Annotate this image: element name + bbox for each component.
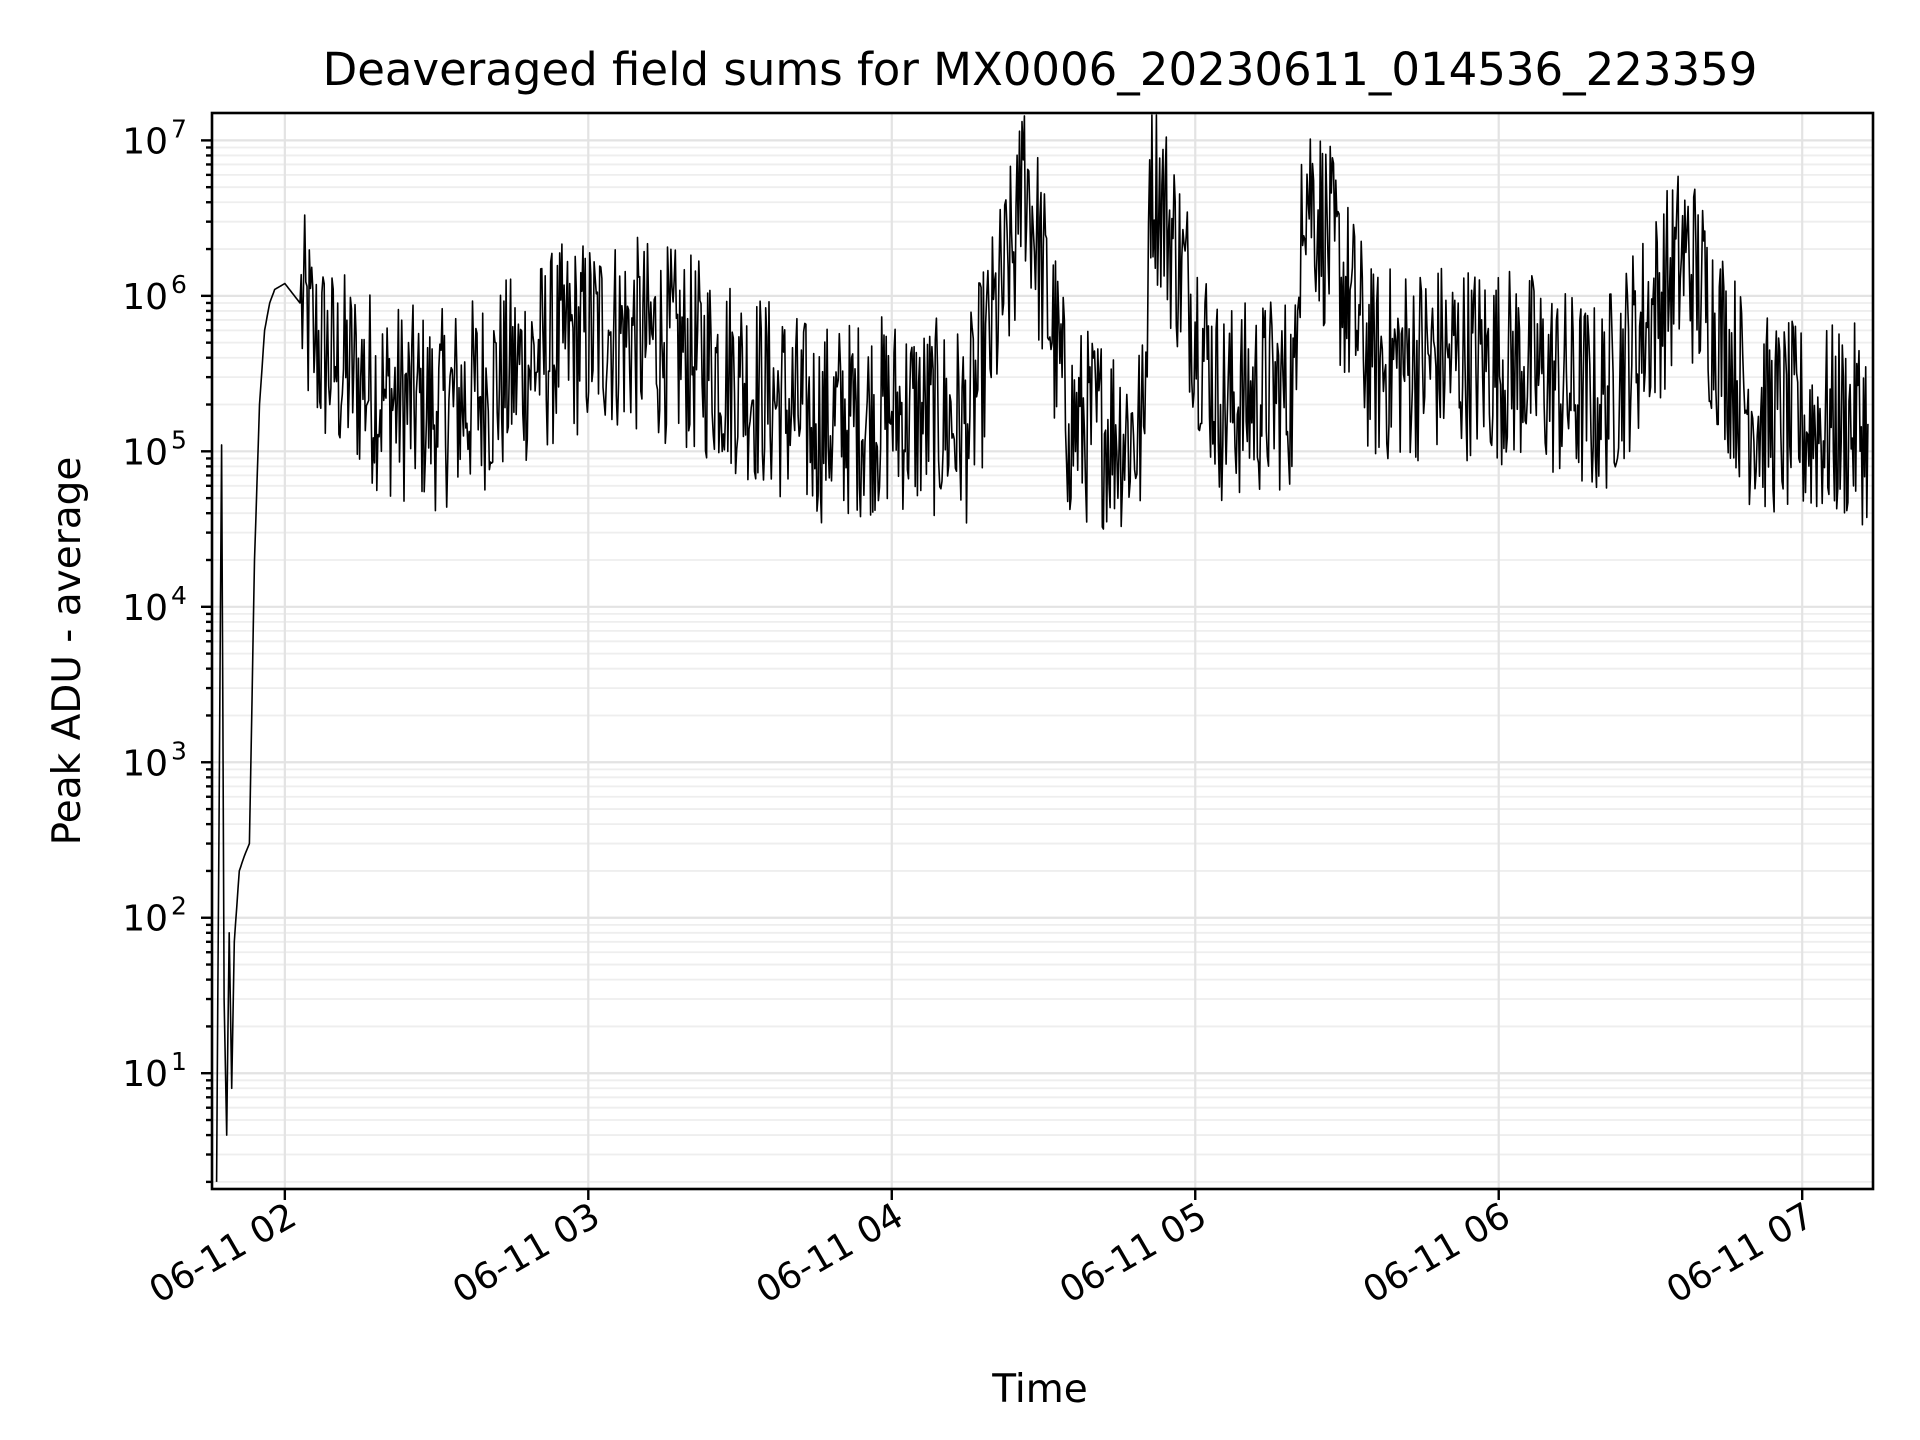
y-tick-label: 10 — [122, 743, 168, 784]
x-tick-label: 06-11 06 — [1357, 1195, 1518, 1311]
y-tick-exponent: 3 — [171, 736, 187, 765]
x-tick-label: 06-11 05 — [1053, 1195, 1214, 1311]
y-tick-exponent: 2 — [171, 892, 187, 921]
y-tick-label: 10 — [122, 1054, 168, 1095]
y-tick-exponent: 7 — [171, 114, 187, 143]
x-tick-label: 06-11 04 — [750, 1195, 911, 1311]
x-axis-label: Time — [991, 1367, 1087, 1412]
plot-frame — [210, 111, 1875, 1191]
y-tick-label: 10 — [122, 432, 168, 473]
y-tick-label: 10 — [122, 121, 168, 162]
x-axis: 06-11 02 06-11 03 06-11 04 06-11 05 06-11 06… — [143, 1189, 1821, 1312]
y-tick-label: 10 — [122, 277, 168, 318]
x-tick-label: 06-11 03 — [446, 1195, 607, 1311]
y-tick-exponent: 1 — [171, 1047, 187, 1076]
y-tick-label: 10 — [122, 588, 168, 629]
x-tick-label: 06-11 07 — [1660, 1195, 1821, 1311]
series-line — [215, 114, 1869, 1182]
x-tick-label: 06-11 02 — [143, 1195, 304, 1311]
chart-title: Deaveraged field sums for MX0006_2023061… — [323, 43, 1758, 96]
y-axis-label: Peak ADU - average — [45, 457, 90, 846]
y-tick-exponent: 6 — [171, 270, 187, 299]
plot-area — [215, 114, 1869, 1182]
y-tick-label: 10 — [122, 899, 168, 940]
y-tick-exponent: 5 — [171, 425, 187, 454]
y-tick-exponent: 4 — [171, 581, 187, 610]
